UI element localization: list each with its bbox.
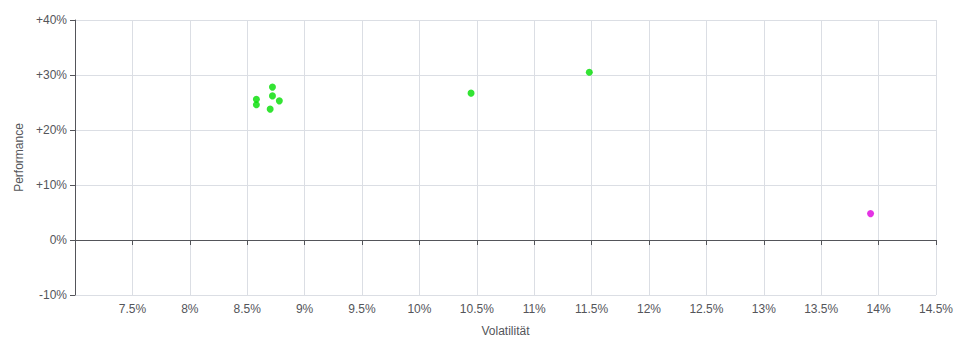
svg-text:+30%: +30% [36,68,67,82]
svg-text:7.5%: 7.5% [119,302,147,316]
svg-text:14%: 14% [867,302,891,316]
svg-text:14.5%: 14.5% [919,302,953,316]
svg-text:10%: 10% [407,302,431,316]
svg-text:13%: 13% [752,302,776,316]
svg-text:12.5%: 12.5% [689,302,723,316]
svg-text:+10%: +10% [36,178,67,192]
svg-text:Performance: Performance [12,123,26,192]
svg-text:Volatilität: Volatilität [481,324,530,338]
svg-text:11.5%: 11.5% [575,302,608,316]
svg-text:9.5%: 9.5% [348,302,376,316]
svg-text:9%: 9% [296,302,314,316]
svg-text:0%: 0% [50,233,68,247]
svg-text:8.5%: 8.5% [234,302,262,316]
svg-text:8%: 8% [181,302,199,316]
svg-text:-10%: -10% [39,288,67,302]
svg-text:+40%: +40% [36,13,67,27]
svg-text:10.5%: 10.5% [460,302,494,316]
svg-text:13.5%: 13.5% [804,302,838,316]
svg-text:11%: 11% [523,302,546,316]
svg-text:+20%: +20% [36,123,67,137]
svg-text:12%: 12% [637,302,661,316]
